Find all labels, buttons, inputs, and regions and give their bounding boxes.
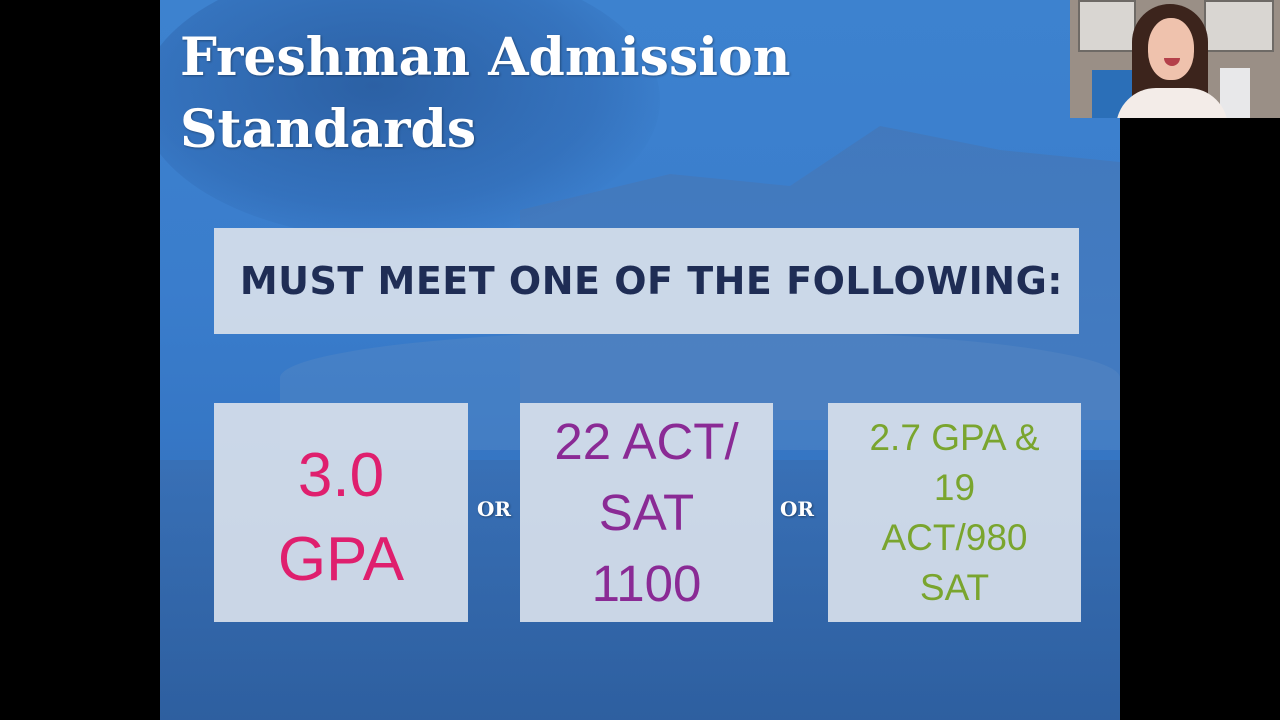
option-test-score-box: 22 ACT/ SAT 1100 [520, 403, 773, 622]
option-combined-line-4: SAT [919, 566, 990, 608]
option-test-score-line-2: SAT [598, 484, 695, 541]
separator-or-1: OR [476, 497, 512, 521]
slide-title: Freshman Admission Standards [180, 22, 940, 166]
option-gpa-box: 3.0 GPA [214, 403, 468, 622]
requirement-banner: MUST MEET ONE OF THE FOLLOWING: [214, 228, 1079, 334]
option-combined-line-3: ACT/980 [881, 516, 1028, 558]
slide-title-line-1: Freshman Admission [180, 27, 791, 88]
option-combined-box: 2.7 GPA & 19 ACT/980 SAT [828, 403, 1081, 622]
webcam-background-sign [1220, 68, 1250, 118]
webcam-cabinet-right [1204, 0, 1274, 52]
option-combined-text: 2.7 GPA & 19 ACT/980 SAT [857, 413, 1051, 613]
webcam-cabinet-left [1078, 0, 1136, 52]
requirement-banner-text: MUST MEET ONE OF THE FOLLOWING: [239, 259, 1063, 303]
option-gpa-text: 3.0 GPA [278, 424, 404, 602]
slide-title-line-2: Standards [180, 99, 477, 160]
option-test-score-line-3: 1100 [591, 555, 702, 612]
option-test-score-text: 22 ACT/ SAT 1100 [554, 406, 738, 619]
presentation-slide: Freshman Admission Standards MUST MEET O… [160, 0, 1120, 720]
option-combined-line-1: 2.7 GPA & [869, 416, 1040, 458]
option-gpa-line-2: GPA [277, 524, 405, 594]
separator-or-2: OR [779, 497, 815, 521]
presenter-mouth [1164, 58, 1180, 66]
presenter-face [1148, 18, 1194, 80]
option-test-score-line-1: 22 ACT/ [554, 413, 739, 470]
option-combined-line-2: 19 [933, 466, 976, 508]
presenter-webcam[interactable] [1070, 0, 1280, 118]
option-gpa-line-1: 3.0 [297, 440, 385, 510]
